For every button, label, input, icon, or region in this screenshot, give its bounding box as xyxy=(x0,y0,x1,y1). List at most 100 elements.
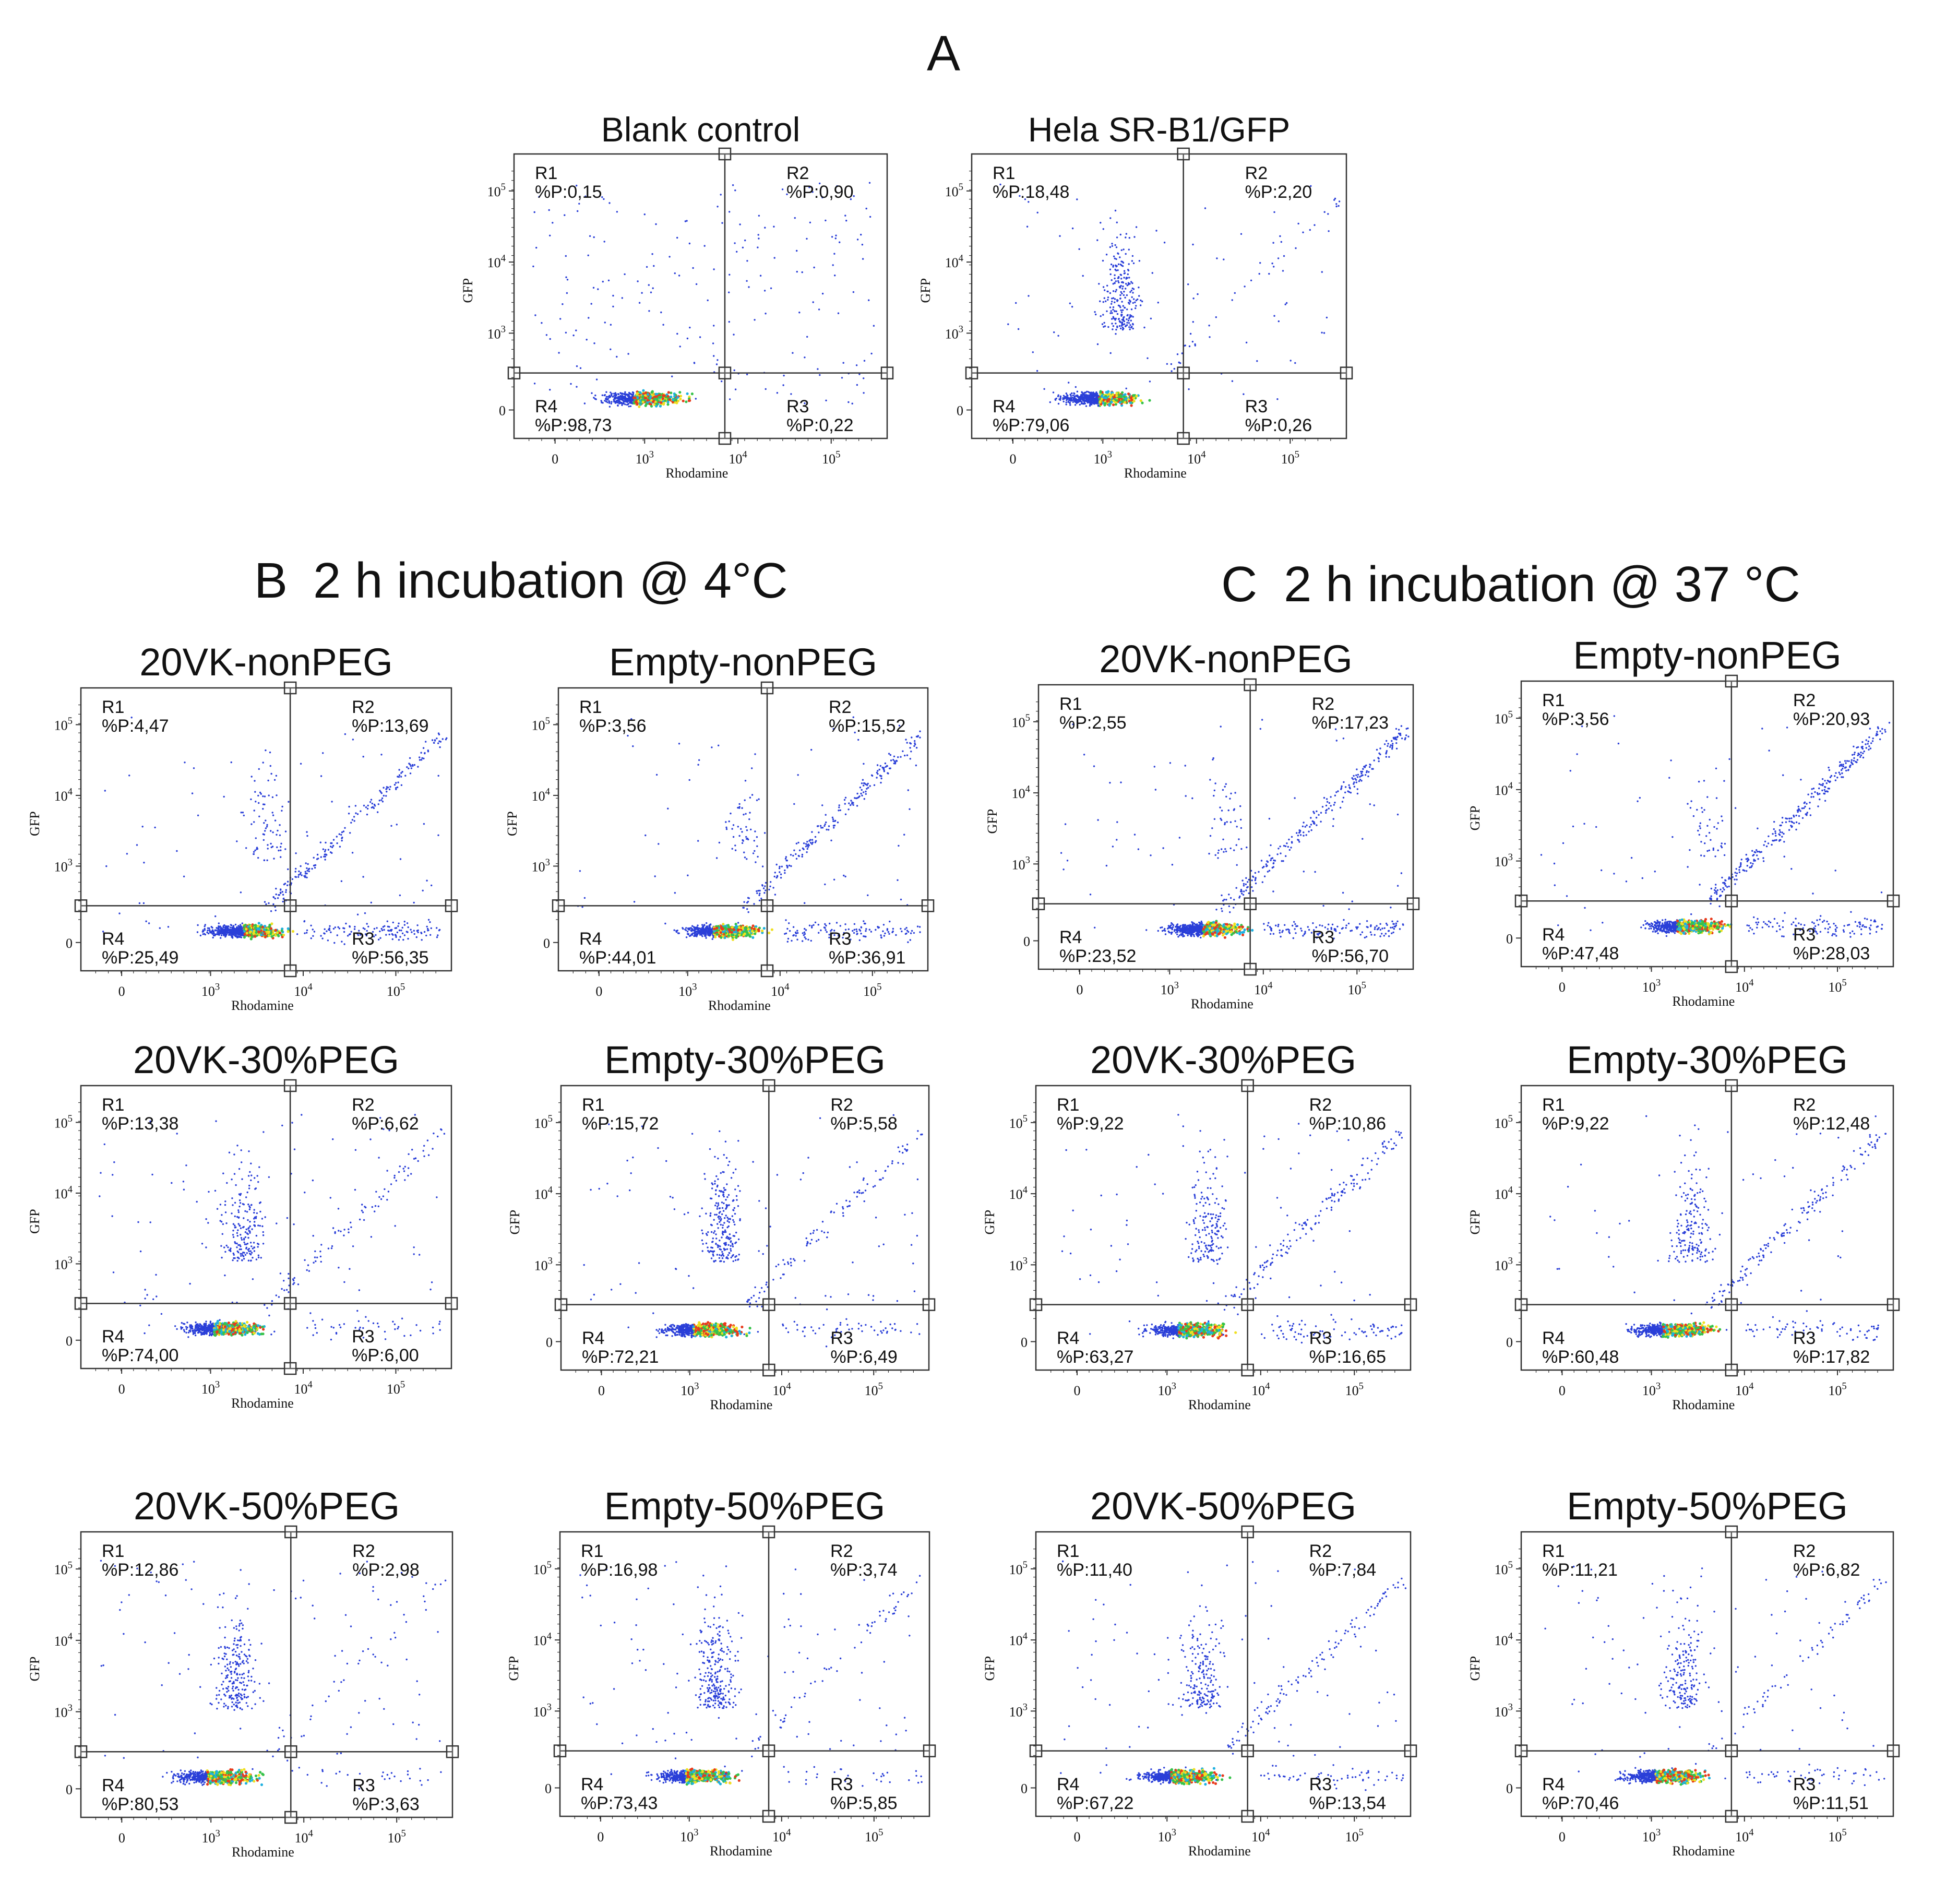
event-point xyxy=(861,794,863,796)
event-point xyxy=(1117,253,1119,255)
event-point xyxy=(320,935,322,937)
gate-handle[interactable] xyxy=(880,366,894,379)
gate-handle[interactable] xyxy=(1340,366,1353,379)
event-point xyxy=(209,929,211,931)
gate-handle[interactable] xyxy=(283,899,297,912)
event-point xyxy=(649,395,652,398)
event-point xyxy=(855,928,857,931)
event-point xyxy=(552,222,554,224)
gate-handle[interactable] xyxy=(760,899,774,912)
event-point xyxy=(1095,402,1097,404)
event-point xyxy=(1117,304,1120,306)
event-point xyxy=(855,364,858,366)
event-point xyxy=(1117,280,1119,282)
gate-handle[interactable] xyxy=(1177,147,1190,161)
event-point xyxy=(1188,388,1190,390)
event-point xyxy=(1095,397,1098,399)
event-point xyxy=(373,803,376,806)
y-tick-label: 105 xyxy=(487,182,506,199)
event-point xyxy=(676,396,679,399)
event-point xyxy=(853,932,855,934)
event-point xyxy=(806,237,808,240)
gate-handle[interactable] xyxy=(1177,432,1190,445)
event-point xyxy=(709,926,711,928)
event-point xyxy=(398,939,400,941)
event-point xyxy=(304,871,306,873)
event-point xyxy=(240,891,242,894)
event-point xyxy=(803,848,805,850)
event-point xyxy=(1128,303,1130,305)
gate-handle[interactable] xyxy=(718,432,732,445)
event-point xyxy=(347,935,349,937)
event-point xyxy=(1115,328,1117,331)
event-point xyxy=(1115,289,1117,291)
event-point xyxy=(360,810,362,812)
event-point xyxy=(747,911,749,913)
event-point xyxy=(880,777,882,780)
event-point xyxy=(879,765,882,767)
event-point xyxy=(738,806,741,808)
event-point xyxy=(1062,395,1065,397)
event-point xyxy=(327,939,329,942)
event-point xyxy=(381,797,384,800)
gate-handle[interactable] xyxy=(552,899,565,912)
event-point xyxy=(273,779,276,781)
quadrant-stat-r4: %P:44,01 xyxy=(579,948,656,968)
gate-handle[interactable] xyxy=(965,366,978,379)
event-point xyxy=(1130,308,1133,311)
event-point xyxy=(407,926,409,929)
gate-handle[interactable] xyxy=(283,964,297,978)
gate-handle[interactable] xyxy=(718,147,732,161)
event-point xyxy=(712,342,714,344)
event-point xyxy=(845,220,847,222)
gate-handle[interactable] xyxy=(760,681,774,695)
gate-handle[interactable] xyxy=(921,899,935,912)
event-point xyxy=(306,831,308,833)
gate-handle[interactable] xyxy=(1177,366,1190,379)
event-point xyxy=(1128,263,1130,265)
event-point xyxy=(370,799,373,801)
gate-handle[interactable] xyxy=(445,899,458,912)
event-point xyxy=(1141,300,1143,303)
event-point xyxy=(685,929,687,932)
event-point xyxy=(844,796,847,799)
gate-handle[interactable] xyxy=(507,366,521,379)
event-point xyxy=(258,802,260,804)
event-point xyxy=(604,400,606,402)
event-point xyxy=(202,930,205,933)
event-point xyxy=(867,894,869,897)
event-point xyxy=(349,832,351,834)
event-point xyxy=(1101,323,1104,325)
event-point xyxy=(727,925,731,929)
event-point xyxy=(641,396,644,399)
gate-handle[interactable] xyxy=(718,366,732,379)
gate-handle[interactable] xyxy=(283,681,297,695)
event-point xyxy=(754,753,756,755)
event-point xyxy=(621,393,623,395)
event-point xyxy=(1090,392,1092,394)
event-point xyxy=(1244,285,1246,288)
event-point xyxy=(831,816,834,819)
event-point xyxy=(650,391,653,394)
event-point xyxy=(601,394,604,396)
event-point xyxy=(702,925,705,927)
event-point xyxy=(762,927,766,930)
event-point xyxy=(324,853,326,855)
event-point xyxy=(217,933,219,935)
event-point xyxy=(897,879,899,882)
gate-handle[interactable] xyxy=(74,899,88,912)
event-point xyxy=(267,779,269,782)
event-point xyxy=(307,868,309,871)
event-point xyxy=(349,933,351,935)
gate-handle[interactable] xyxy=(760,964,774,978)
event-point xyxy=(427,749,429,752)
event-point xyxy=(1309,229,1311,231)
event-point xyxy=(1114,274,1116,276)
event-point xyxy=(565,331,567,334)
event-point xyxy=(1170,363,1173,365)
event-point xyxy=(856,239,859,241)
event-point xyxy=(324,855,326,858)
event-point xyxy=(737,826,739,828)
event-point xyxy=(281,810,283,812)
event-point xyxy=(356,813,359,815)
